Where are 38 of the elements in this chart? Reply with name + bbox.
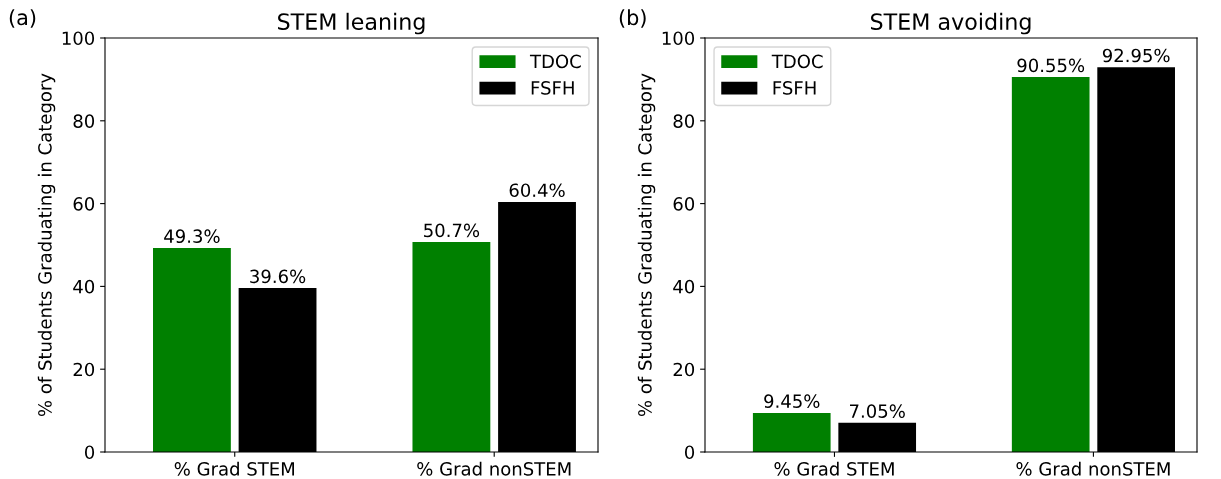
data-label: 60.4% [509,183,565,198]
data-label: 92.95% [1102,48,1170,63]
x-tick-label: % Grad STEM [774,461,894,476]
x-tick-label: % Grad nonSTEM [1016,461,1170,476]
y-tick-label: 100 [62,31,95,46]
y-tick-label: 80 [73,114,95,128]
bar [752,412,831,452]
bar [1011,77,1090,452]
bar [412,242,491,452]
y-axis-title: % of Students Graduating in Category [637,73,656,417]
text: (a) [9,9,36,28]
chart-title: STEM avoiding [870,12,1031,35]
x-tick-label: % Grad nonSTEM [417,461,571,476]
data-label: 90.55% [1017,58,1085,73]
y-tick-label: 100 [662,31,695,46]
data-label: 49.3% [164,229,220,244]
legend-label: TDOC [529,54,581,69]
text: (b) [619,9,646,28]
y-tick-label: 40 [673,279,695,294]
legend-label: TDOC [771,54,823,69]
data-label: 7.05% [850,404,905,418]
legend-label: FSFH [531,81,574,95]
y-tick-label: 0 [684,445,695,460]
legend-label: FSFH [773,81,816,95]
y-tick-label: 20 [673,362,695,377]
data-label: 50.7% [424,223,480,238]
x-tick-label: % Grad STEM [174,461,294,476]
y-axis-title: % of Students Graduating in Category [37,73,56,417]
y-tick-label: 0 [84,445,95,460]
y-tick-label: 20 [73,362,95,377]
y-tick-label: 40 [73,279,95,294]
bar [153,247,231,452]
y-tick-label: 80 [673,114,695,128]
y-tick-label: 60 [673,197,695,211]
data-label: 39.6% [250,269,306,284]
y-tick-label: 60 [73,197,95,211]
data-label: 9.45% [764,394,820,408]
chart-title: STEM leaning [278,12,425,35]
